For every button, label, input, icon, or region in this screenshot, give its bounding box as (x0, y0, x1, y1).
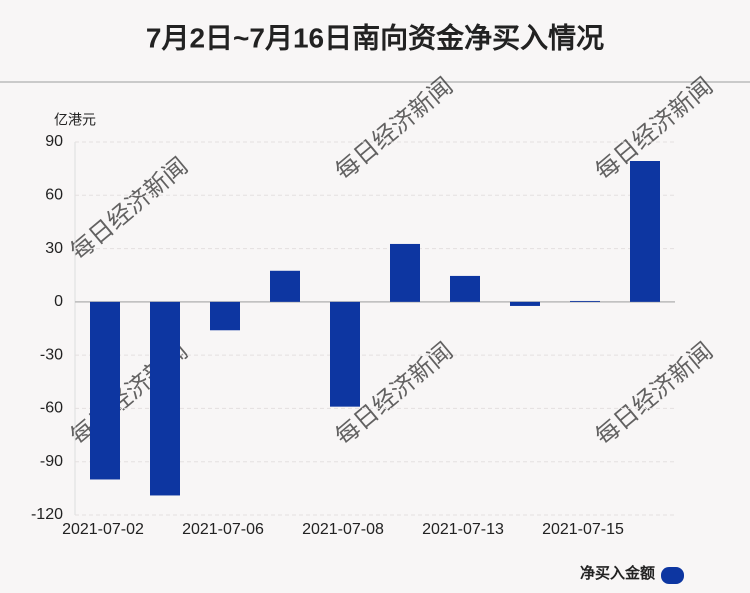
bar (210, 301, 240, 331)
y-tick-label: -30 (40, 346, 63, 363)
bar (510, 301, 540, 306)
legend-label: 净买入金额 (580, 564, 655, 582)
x-tick-label: 2021-07-15 (542, 521, 624, 538)
chart-title: 7月2日~7月16日南向资金净买入情况 (146, 21, 604, 53)
bar (570, 300, 600, 302)
x-tick-label: 2021-07-06 (182, 521, 264, 538)
bar (330, 301, 360, 407)
y-tick-label: -60 (40, 400, 63, 417)
legend-swatch (661, 567, 684, 584)
y-tick-label: -90 (40, 453, 63, 470)
x-tick-label: 2021-07-13 (422, 521, 504, 538)
bar (270, 270, 300, 302)
bar (450, 275, 480, 302)
y-tick-label: -120 (31, 506, 63, 523)
bar (150, 301, 180, 496)
bar (90, 301, 120, 480)
bar (630, 161, 660, 302)
y-axis-label: 亿港元 (54, 112, 96, 128)
bar (390, 243, 420, 302)
x-tick-label: 2021-07-02 (62, 521, 144, 538)
y-tick-label: 0 (54, 293, 63, 310)
y-tick-label: 90 (45, 133, 63, 150)
x-tick-label: 2021-07-08 (302, 521, 384, 538)
y-tick-label: 60 (45, 187, 63, 204)
y-tick-label: 30 (45, 240, 63, 257)
